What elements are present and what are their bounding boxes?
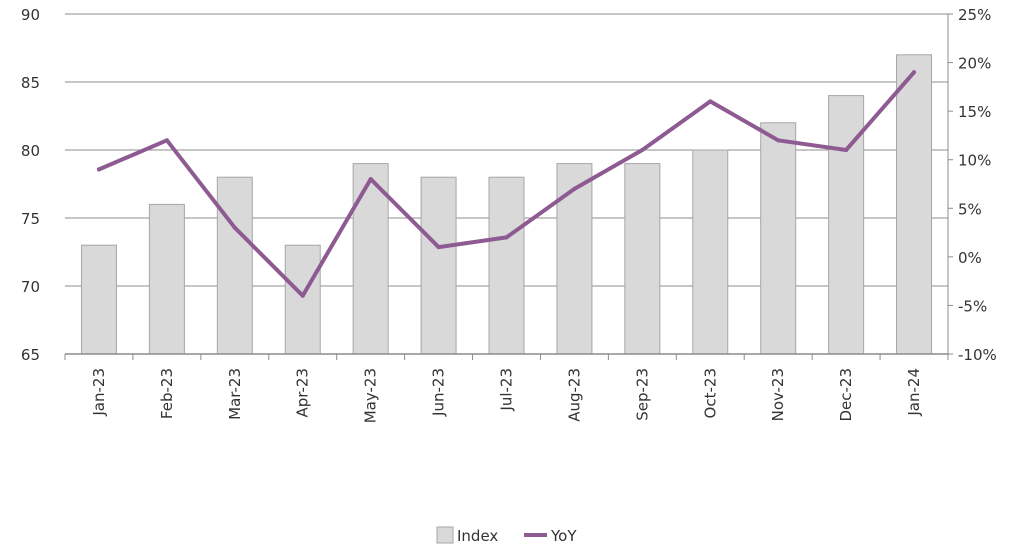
x-axis-tick-label: Jan-24	[905, 368, 923, 417]
bar-index-jun-23	[420, 176, 457, 355]
left-axis-tick-label: 85	[21, 74, 40, 92]
bar-index-jan-23	[80, 244, 117, 355]
left-axis-tick-labels: 65 70 75 80 85 90	[21, 6, 40, 364]
left-axis-tick-label: 65	[21, 346, 40, 364]
right-axis-tick-label: 20%	[958, 55, 991, 73]
point-yoy-jul-23	[504, 235, 509, 240]
point-yoy-feb-23	[164, 138, 169, 143]
line-series-yoy	[96, 70, 917, 298]
x-axis-tick-label: Nov-23	[769, 368, 787, 421]
point-yoy-may-23	[368, 177, 373, 182]
bar-index-mar-23	[216, 176, 253, 355]
x-axis-tick-label: Jul-23	[498, 368, 516, 412]
x-axis-tick-label: May-23	[362, 368, 380, 423]
x-axis-tick-label: Apr-23	[294, 368, 312, 418]
point-yoy-nov-23	[776, 138, 781, 143]
bar-index-sep-23	[624, 163, 661, 355]
point-yoy-aug-23	[572, 186, 577, 191]
point-yoy-jan-23	[96, 167, 101, 172]
bar-index-feb-23	[148, 203, 185, 355]
bar-index-jan-24	[896, 54, 933, 355]
right-axis-tick-label: -10%	[958, 346, 997, 364]
right-axis-tick-label: 5%	[958, 200, 982, 218]
right-axis-tick-label: 0%	[958, 249, 982, 267]
left-axis-tick-label: 70	[21, 278, 40, 296]
right-axis-tick-labels: -10% -5% 0% 5% 10% 15% 20% 25%	[958, 6, 997, 364]
right-axis-tick-label: 10%	[958, 152, 991, 170]
x-axis-tick-label: Dec-23	[837, 368, 855, 422]
bar-series-index	[80, 54, 933, 355]
x-axis-tick-label: Mar-23	[226, 368, 244, 420]
left-axis-tick-label: 90	[21, 6, 40, 24]
x-axis-tick-labels: Jan-23 Feb-23 Mar-23 Apr-23 May-23 Jun-23 Jul-…	[90, 368, 923, 423]
point-yoy-dec-23	[844, 148, 849, 152]
left-axis-tick-label: 75	[21, 210, 40, 228]
gridlines	[65, 13, 948, 287]
bar-index-jul-23	[488, 176, 525, 355]
point-yoy-apr-23	[300, 293, 305, 298]
bar-index-apr-23	[284, 244, 321, 355]
point-yoy-jan-24	[912, 70, 917, 75]
point-yoy-oct-23	[708, 99, 713, 104]
point-yoy-sep-23	[640, 148, 645, 152]
point-yoy-jun-23	[436, 245, 441, 250]
bar-index-oct-23	[692, 149, 729, 355]
left-axis-tick-label: 80	[21, 142, 40, 160]
legend-label-index: Index	[457, 527, 498, 545]
point-yoy-mar-23	[232, 225, 237, 230]
legend: Index YoY	[436, 526, 577, 545]
x-axis-tick-label: Jun-23	[430, 368, 448, 417]
x-axis-tick-label: Feb-23	[158, 368, 176, 419]
legend-swatch-index	[436, 526, 454, 544]
right-axis-tick-label: -5%	[958, 297, 987, 315]
x-axis-tick-label: Aug-23	[565, 368, 583, 422]
x-axis-tick-label: Oct-23	[701, 368, 719, 418]
right-axis-tick-label: 15%	[958, 103, 991, 121]
legend-label-yoy: YoY	[550, 527, 577, 545]
bar-index-aug-23	[556, 163, 593, 355]
x-axis-tick-label: Sep-23	[633, 368, 651, 421]
x-axis-tick-label: Jan-23	[90, 368, 108, 417]
axes	[64, 13, 953, 360]
bar-index-nov-23	[760, 122, 797, 355]
right-axis-tick-label: 25%	[958, 6, 991, 24]
